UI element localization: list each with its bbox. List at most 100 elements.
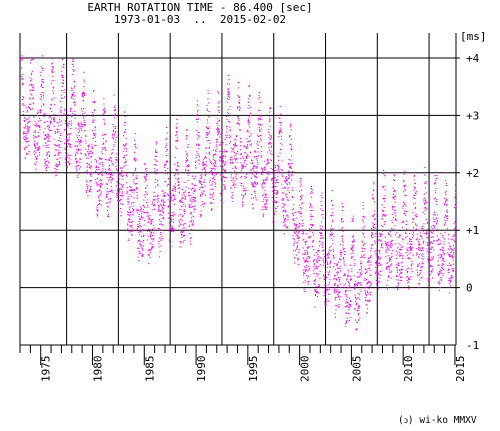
data-point xyxy=(306,258,308,260)
data-point xyxy=(309,230,311,232)
data-point xyxy=(383,173,385,175)
data-point xyxy=(241,182,243,184)
data-point xyxy=(159,223,161,225)
data-point xyxy=(237,122,239,124)
data-point xyxy=(91,130,93,132)
data-point xyxy=(73,81,75,83)
data-point xyxy=(396,289,398,291)
data-point xyxy=(293,219,295,221)
data-point xyxy=(147,204,149,206)
data-point xyxy=(128,198,130,200)
data-point xyxy=(208,126,210,128)
data-point xyxy=(223,184,225,186)
data-point xyxy=(25,133,27,135)
data-point xyxy=(407,250,409,252)
data-point xyxy=(67,160,69,162)
data-point xyxy=(83,91,85,93)
data-point xyxy=(188,173,190,175)
data-point xyxy=(235,178,237,180)
data-point xyxy=(271,136,273,138)
data-point xyxy=(54,171,56,173)
data-point xyxy=(312,224,314,226)
data-point xyxy=(141,235,143,237)
data-point xyxy=(128,189,130,191)
data-point xyxy=(221,174,223,176)
data-point xyxy=(222,157,224,159)
data-point xyxy=(235,184,237,186)
data-point xyxy=(172,227,174,229)
data-point xyxy=(105,150,107,152)
data-point xyxy=(140,226,142,228)
data-point xyxy=(107,173,109,175)
data-point xyxy=(108,158,110,160)
data-point xyxy=(152,246,154,248)
data-point xyxy=(441,234,443,236)
data-point xyxy=(396,275,398,277)
data-point xyxy=(135,187,137,189)
data-point xyxy=(197,118,199,120)
data-point xyxy=(160,221,162,223)
data-point xyxy=(339,283,341,285)
data-point xyxy=(183,241,185,243)
data-point xyxy=(183,210,185,212)
data-point xyxy=(258,126,260,128)
data-point xyxy=(318,286,320,288)
data-point xyxy=(44,161,46,163)
data-point xyxy=(39,154,41,156)
data-point xyxy=(304,270,306,272)
data-point xyxy=(357,276,359,278)
data-point xyxy=(414,198,416,200)
data-point xyxy=(104,134,106,136)
data-point xyxy=(188,169,190,171)
data-point xyxy=(187,155,189,157)
data-point xyxy=(201,183,203,185)
data-point xyxy=(42,55,44,57)
data-point xyxy=(454,241,456,243)
data-point xyxy=(425,199,427,201)
data-point xyxy=(307,252,309,254)
data-point xyxy=(225,171,227,173)
data-point xyxy=(429,243,431,245)
data-point xyxy=(142,209,144,211)
data-point xyxy=(186,128,188,130)
data-point xyxy=(47,140,49,142)
data-point xyxy=(136,197,138,199)
data-point xyxy=(121,211,123,213)
data-point xyxy=(224,138,226,140)
data-point xyxy=(370,264,372,266)
data-point xyxy=(440,269,442,271)
data-point xyxy=(41,81,43,83)
data-point xyxy=(234,143,236,145)
data-point xyxy=(133,197,135,199)
data-point xyxy=(428,278,430,280)
data-point xyxy=(113,138,115,140)
data-point xyxy=(313,270,315,272)
data-point xyxy=(361,255,363,257)
x-axis xyxy=(19,344,456,365)
data-point xyxy=(344,254,346,256)
data-point xyxy=(321,221,323,223)
data-point xyxy=(327,293,329,295)
data-point xyxy=(204,174,206,176)
data-point xyxy=(125,162,127,164)
data-point xyxy=(426,233,428,235)
data-point xyxy=(245,176,247,178)
data-point xyxy=(384,236,386,238)
data-point xyxy=(273,188,275,190)
data-point xyxy=(83,117,85,119)
data-point xyxy=(31,56,33,58)
data-point xyxy=(136,192,138,194)
data-point xyxy=(390,241,392,243)
data-point xyxy=(408,278,410,280)
data-point xyxy=(202,186,204,188)
data-point xyxy=(279,105,281,107)
data-point xyxy=(427,237,429,239)
data-point xyxy=(339,267,341,269)
data-point xyxy=(84,124,86,126)
data-point xyxy=(305,268,307,270)
data-point xyxy=(173,197,175,199)
data-point xyxy=(379,232,381,234)
data-point xyxy=(190,206,192,208)
data-point xyxy=(301,202,303,204)
x-tick-label: 1990 xyxy=(195,356,208,383)
